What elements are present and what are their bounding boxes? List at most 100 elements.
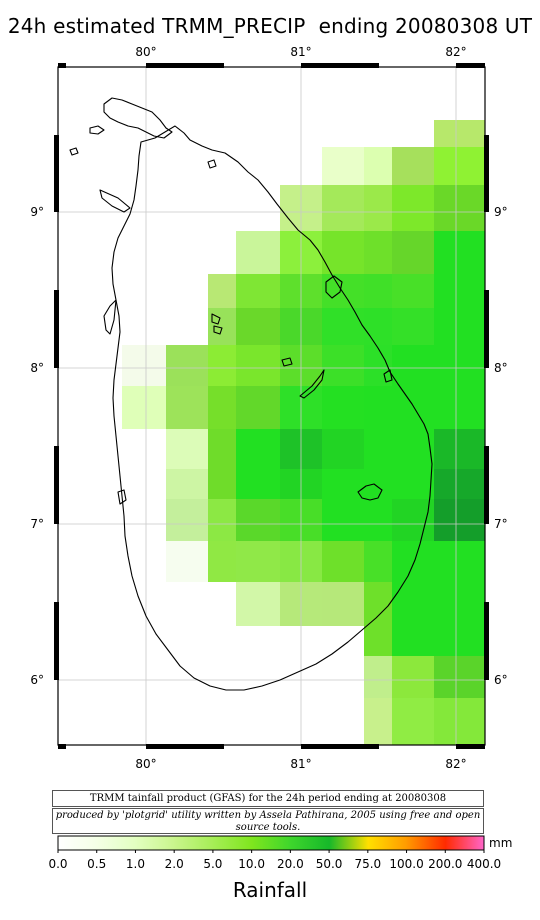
batticaloa-lagoon xyxy=(357,483,383,501)
rainfall-cell xyxy=(364,582,392,626)
caption-product: TRMM tainfall product (GFAS) for the 24h… xyxy=(52,790,484,807)
colorbar-segment xyxy=(290,836,330,850)
rainfall-cell xyxy=(322,429,364,469)
colorbar-label: 5.0 xyxy=(203,857,223,871)
rainfall-cell xyxy=(434,147,485,185)
colorbar-segment xyxy=(96,836,136,850)
bottom-lon-label: 82° xyxy=(445,757,467,771)
rainfall-cell xyxy=(434,386,485,429)
rainfall-cell xyxy=(236,541,280,582)
rainfall-cell xyxy=(122,386,166,429)
colorbar-label: 50.0 xyxy=(315,857,343,871)
rainfall-cell xyxy=(122,345,166,386)
rainfall-cell xyxy=(434,120,485,147)
caption-credit-line1: produced by 'plotgrid' utility written b… xyxy=(55,810,481,821)
rainfall-cell xyxy=(236,582,280,626)
rainfall-cell xyxy=(166,499,208,541)
rainfall-cell xyxy=(322,147,364,185)
left-lat-label: 7° xyxy=(30,517,44,531)
rainfall-cell xyxy=(322,386,364,429)
tank-1 xyxy=(211,313,221,325)
rainfall-cell xyxy=(434,541,485,582)
rainfall-grid xyxy=(122,120,485,745)
rainfall-cell xyxy=(322,185,364,231)
rainfall-cell xyxy=(364,231,392,274)
colorbar-segment xyxy=(58,836,98,850)
rainfall-cell xyxy=(322,469,364,499)
rainfall-cell xyxy=(364,386,392,429)
rainfall-cell xyxy=(392,469,434,499)
top-lon-label: 80° xyxy=(135,45,157,59)
rainfall-cell xyxy=(392,231,434,274)
rainfall-cell xyxy=(322,499,364,541)
right-lat-label: 7° xyxy=(494,517,508,531)
rainfall-cell xyxy=(392,499,434,541)
colorbar-label: 0.5 xyxy=(87,857,107,871)
rainfall-cell xyxy=(392,582,434,626)
graticule xyxy=(58,67,485,745)
rainfall-cell xyxy=(364,274,392,308)
rainfall-cell xyxy=(392,185,434,231)
rainfall-cell xyxy=(392,147,434,185)
rainfall-cell xyxy=(208,429,236,469)
colorbar-segment xyxy=(367,836,408,850)
right-lat-label: 6° xyxy=(494,673,508,687)
rainfall-cell xyxy=(166,429,208,469)
rainfall-cell xyxy=(392,308,434,345)
rainfall-cell xyxy=(364,429,392,469)
rainfall-cell xyxy=(392,429,434,469)
rainfall-cell xyxy=(434,345,485,386)
caption-credit-line2: source tools. xyxy=(235,822,301,833)
rainfall-cell xyxy=(392,656,434,698)
rainfall-cell xyxy=(434,429,485,469)
colorbar-label: 2.0 xyxy=(164,857,184,871)
colorbar-label: 100.0 xyxy=(389,857,424,871)
colorbar-label: 75.0 xyxy=(354,857,382,871)
rainfall-cell xyxy=(166,541,208,582)
rainfall-cell xyxy=(322,582,364,626)
rainfall-cell xyxy=(364,499,392,541)
rainfall-cell xyxy=(364,626,392,656)
left-lat-label: 8° xyxy=(30,361,44,375)
colorbar-unit: mm xyxy=(489,836,513,850)
map-title: 24h estimated TRMM_PRECIP ending 2008030… xyxy=(7,14,533,38)
rainfall-cell xyxy=(236,274,280,308)
top-lon-label: 81° xyxy=(290,45,312,59)
rainfall-cell xyxy=(434,582,485,626)
tank-2 xyxy=(213,325,223,335)
jaffna-peninsula xyxy=(103,97,173,139)
rainfall-cell xyxy=(236,469,280,499)
colorbar-segment xyxy=(135,836,175,850)
rainfall-cell xyxy=(392,274,434,308)
colorbar-label: 400.0 xyxy=(466,857,502,871)
rainfall-cell xyxy=(434,231,485,274)
colorbar xyxy=(57,835,485,853)
colorbar-segment xyxy=(174,836,214,850)
rainfall-cell xyxy=(322,308,364,345)
frame-ticks xyxy=(54,63,489,749)
rainfall-cell xyxy=(236,499,280,541)
rainfall-cell xyxy=(322,541,364,582)
rainfall-cell xyxy=(166,386,208,429)
caption-credit: produced by 'plotgrid' utility written b… xyxy=(52,808,484,834)
colorbar-segment xyxy=(329,836,369,850)
tank-6 xyxy=(207,159,217,169)
rainfall-cell xyxy=(364,308,392,345)
coastline xyxy=(69,97,433,691)
colorbar-label: 0.0 xyxy=(48,857,68,871)
colorbar-label: 200.0 xyxy=(428,857,463,871)
rainfall-cell xyxy=(392,698,434,745)
rainfall-cell xyxy=(236,308,280,345)
rainfall-cell xyxy=(392,541,434,582)
bottom-lon-label: 81° xyxy=(290,757,312,771)
colorbar-label: 1.0 xyxy=(125,857,145,871)
rainfall-cell xyxy=(166,345,208,386)
rainfall-cell xyxy=(434,626,485,656)
rainfall-cell xyxy=(434,499,485,541)
legend-title: Rainfall xyxy=(232,878,308,902)
rainfall-cell xyxy=(364,185,392,231)
colorbar-frame xyxy=(57,835,485,851)
rainfall-cell xyxy=(434,274,485,308)
island-kayts xyxy=(89,125,105,135)
